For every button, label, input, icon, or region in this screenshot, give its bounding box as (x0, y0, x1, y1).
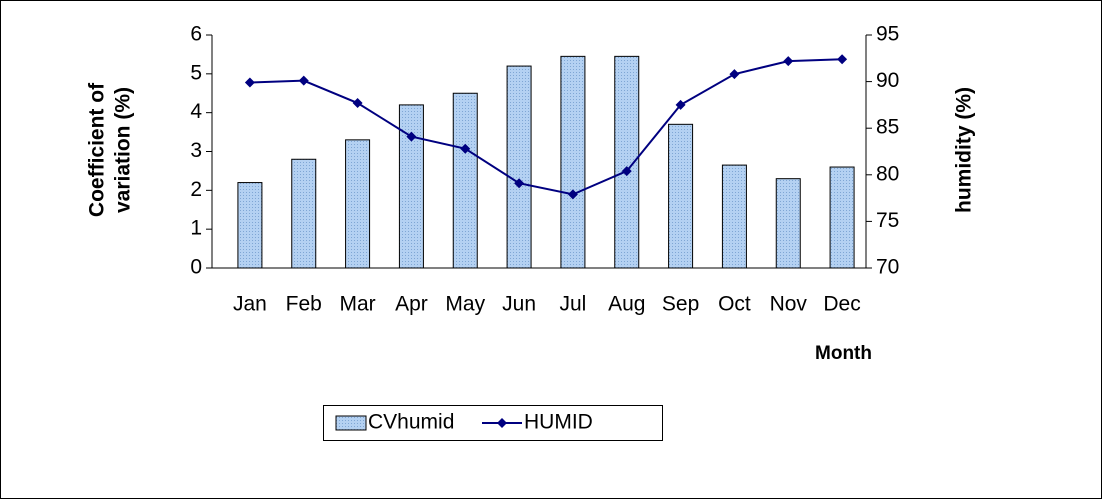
legend (323, 405, 663, 441)
marker (837, 54, 848, 65)
y-tick-label: 4 (190, 100, 202, 123)
y2-tick-label: 95 (876, 23, 899, 46)
legend-label: HUMID (524, 411, 593, 434)
x-tick-label: Jun (502, 293, 536, 316)
y2-tick-label: 70 (876, 256, 899, 279)
x-tick-label: Apr (395, 293, 428, 316)
legend-label: CVhumid (368, 411, 454, 434)
bar (721, 164, 747, 269)
bar (237, 182, 263, 269)
y-tick-label: 0 (190, 256, 202, 279)
bar (560, 55, 586, 269)
x-tick-label: May (445, 293, 485, 316)
y-tick-label: 2 (190, 178, 202, 201)
bar (506, 65, 532, 269)
x-tick-label: Jul (559, 293, 586, 316)
marker (621, 166, 632, 177)
marker (783, 56, 794, 67)
x-tick-label: Jan (233, 293, 267, 316)
marker (729, 69, 740, 80)
x-tick-label: Aug (608, 293, 645, 316)
y-axis-title: variation (%) (112, 87, 135, 213)
legend-swatch (497, 418, 507, 428)
x-tick-label: Feb (286, 293, 322, 316)
y-tick-label: 5 (190, 61, 202, 84)
marker (567, 189, 578, 200)
y2-tick-label: 90 (876, 69, 899, 92)
y-axis-title: Coefficient of (86, 82, 109, 217)
legend-swatch (335, 415, 367, 431)
y-tick-label: 1 (190, 217, 202, 240)
y-tick-label: 6 (190, 23, 202, 46)
y2-tick-label: 80 (876, 162, 899, 185)
x-tick-label: Sep (662, 293, 699, 316)
bar (829, 166, 855, 269)
bar (452, 92, 478, 269)
marker (298, 75, 309, 86)
marker (514, 178, 525, 189)
marker (244, 77, 255, 88)
bar (668, 123, 694, 269)
bar (291, 158, 317, 269)
y2-axis-title: humidity (%) (953, 87, 976, 213)
x-tick-label: Nov (770, 293, 808, 316)
y2-tick-label: 85 (876, 116, 899, 139)
bar (398, 104, 424, 269)
marker (352, 98, 363, 109)
x-tick-label: Oct (718, 293, 751, 316)
marker (460, 143, 471, 154)
bar (775, 178, 801, 269)
x-tick-label: Dec (823, 293, 860, 316)
marker (675, 99, 686, 110)
x-tick-label: Mar (339, 293, 375, 316)
y2-tick-label: 75 (876, 209, 899, 232)
bar (345, 139, 371, 269)
line (249, 58, 843, 196)
x-axis-title: Month (815, 343, 872, 364)
y-tick-label: 3 (190, 139, 202, 162)
marker (406, 131, 417, 142)
